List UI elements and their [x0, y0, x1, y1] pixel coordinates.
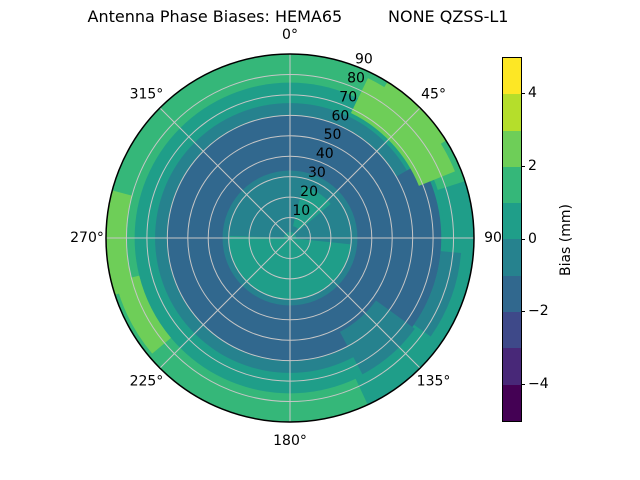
- r-tick-label: 80: [347, 71, 365, 87]
- r-tick-label: 30: [308, 165, 326, 181]
- colorbar-axis-label: Bias (mm): [558, 203, 574, 277]
- colorbar-tick-label: −4: [528, 375, 549, 392]
- contour-patch: [368, 162, 442, 354]
- colorbar-tick: [521, 238, 525, 240]
- contour-patch: [413, 251, 462, 337]
- polar-grid-spoke: [289, 107, 421, 239]
- colorbar-tick: [521, 93, 525, 95]
- colorbar-tick: [521, 383, 525, 385]
- colorbar-tick-label: 0: [528, 230, 537, 247]
- colorbar-tick: [521, 311, 525, 313]
- polar-grid-spoke: [289, 237, 421, 369]
- colorbar-tick-label: −2: [528, 303, 549, 320]
- polar-grid-spoke: [159, 237, 291, 369]
- contour-patch: [339, 300, 416, 376]
- colorbar-tick-label: 4: [528, 85, 537, 102]
- colorbar-band: [503, 130, 521, 167]
- colorbar-band: [503, 348, 521, 385]
- polar-outline: [105, 53, 475, 423]
- polar-grid-spoke: [159, 107, 291, 239]
- r-tick-label: 60: [331, 108, 349, 124]
- colorbar-band: [503, 58, 521, 95]
- colorbar: [502, 57, 522, 422]
- colorbar-band: [503, 384, 521, 421]
- theta-tick-label: 135°: [417, 374, 451, 390]
- r-tick-label: 70: [339, 89, 357, 105]
- r-tick-label: 50: [324, 127, 342, 143]
- theta-tick-label: 180°: [273, 433, 307, 449]
- colorbar-band: [503, 203, 521, 240]
- theta-tick-label: 225°: [130, 374, 164, 390]
- colorbar-band: [503, 166, 521, 204]
- contour-patch: [292, 186, 331, 231]
- r-tick-label: 10: [292, 203, 310, 219]
- colorbar-tick-label: 2: [528, 157, 537, 174]
- r-tick-label: 20: [300, 184, 318, 200]
- colorbar-band: [503, 312, 521, 349]
- colorbar-band: [503, 239, 521, 276]
- colorbar-tick: [521, 165, 525, 167]
- colorbar-band: [503, 94, 521, 131]
- theta-tick-label: 90: [484, 230, 502, 246]
- theta-tick-label: 0°: [282, 27, 298, 43]
- contour-patch: [105, 190, 135, 295]
- theta-tick-label: 315°: [130, 86, 164, 102]
- theta-tick-label: 270°: [70, 230, 104, 246]
- colorbar-band: [503, 275, 521, 313]
- chart-title: Antenna Phase Biases: HEMA65 NONE QZSS-L…: [87, 7, 509, 26]
- theta-tick-label: 45°: [421, 86, 446, 102]
- r-tick-label: 40: [316, 146, 334, 162]
- r-tick-label: 90: [355, 52, 373, 68]
